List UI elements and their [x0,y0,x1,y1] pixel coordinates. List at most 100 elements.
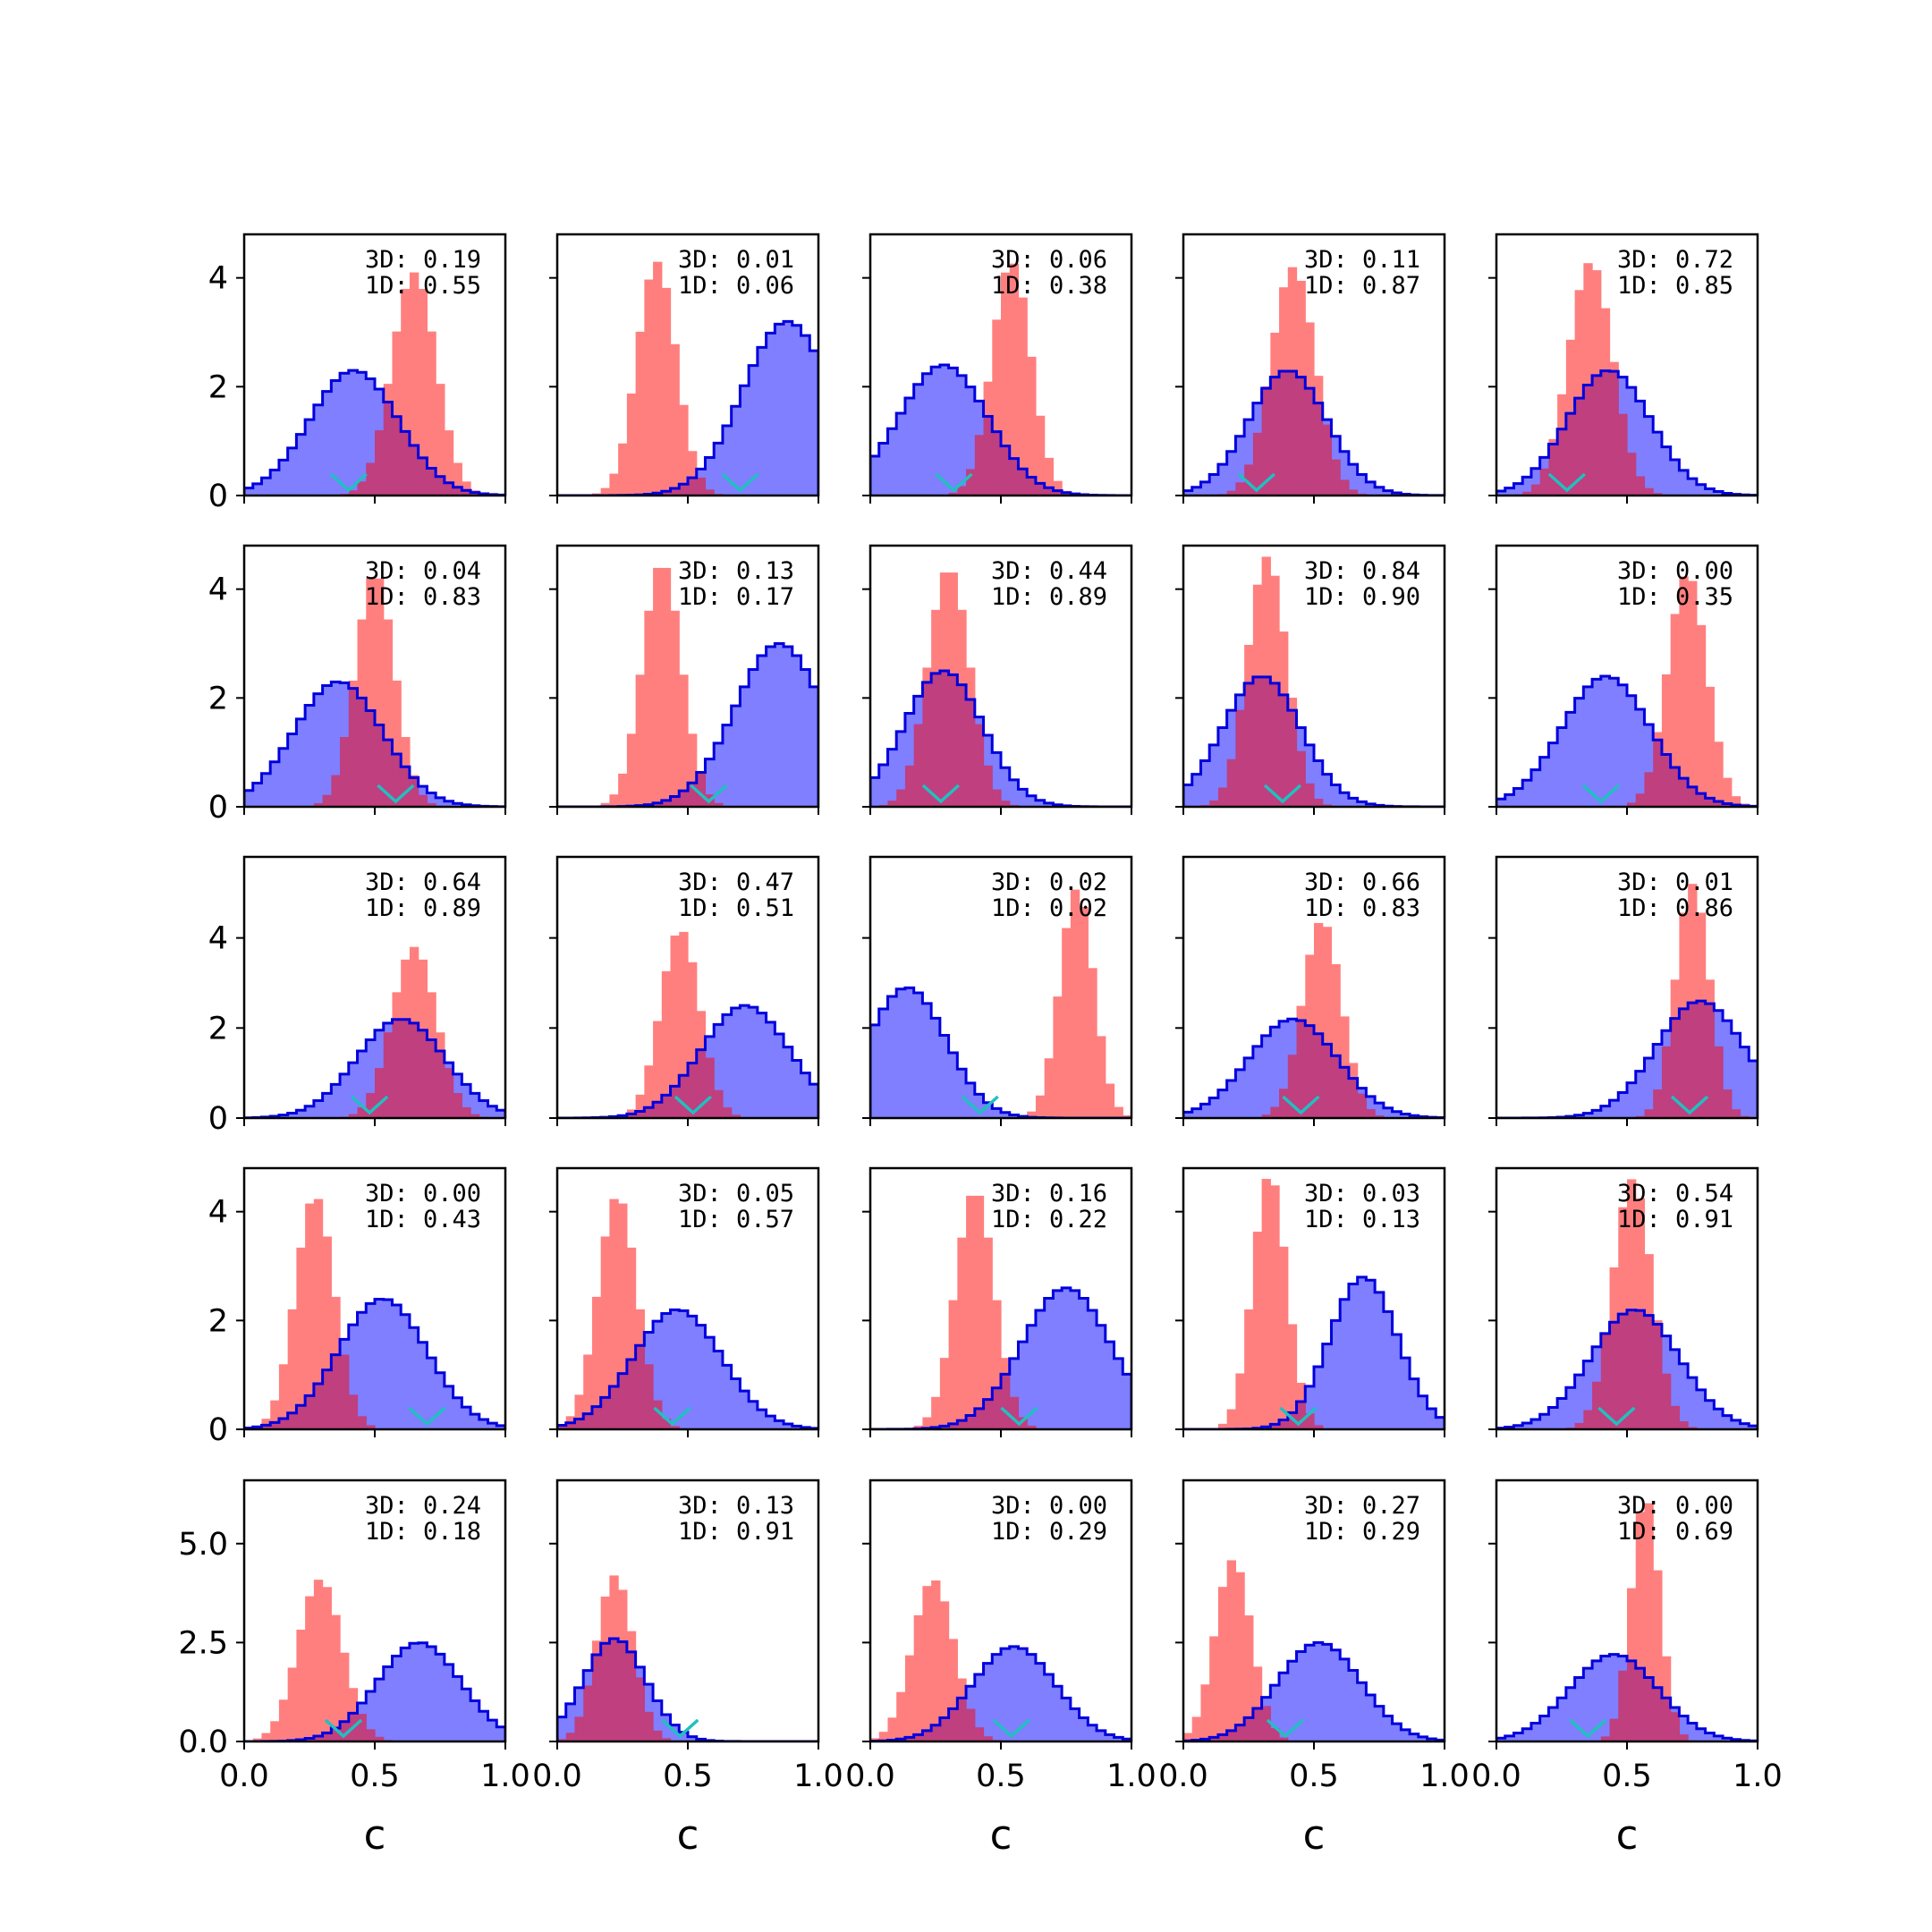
blue-bar [749,365,758,496]
blue-bar [470,1414,480,1429]
annotation-1d: 1D: 0.22 [991,1206,1107,1233]
red-bar [1183,1733,1193,1741]
overlap-bar [392,753,402,807]
annotation-1d: 1D: 0.06 [678,272,794,300]
annotation-3d: 3D: 0.44 [991,557,1107,585]
red-bar [401,736,411,767]
blue-bar [1504,1735,1515,1741]
blue-bar [322,391,332,496]
blue-bar [383,1666,394,1741]
red-bar [392,680,402,754]
overlap-bar [591,1654,602,1741]
annotation-1d: 1D: 0.18 [365,1518,481,1546]
overlap-bar [705,1057,715,1118]
blue-bar [870,777,880,807]
plot-area [870,889,1131,1118]
overlap-bar [313,1736,324,1741]
red-bar [679,674,689,792]
blue-bar [1287,1661,1298,1741]
red-bar [1305,322,1315,389]
blue-bar [1191,1108,1202,1118]
overlap-bar [1279,1419,1289,1429]
red-bar [1574,290,1584,399]
red-bar [1583,263,1593,386]
overlap-bar [904,765,915,807]
red-bar [1097,1036,1106,1118]
annotation-3d: 3D: 0.11 [1304,246,1420,274]
red-bar [418,289,428,458]
blue-bar [931,1018,941,1118]
blue-bar [313,1100,324,1118]
blue-bar [1217,1089,1228,1118]
blue-bar [722,1014,733,1118]
red-bar [635,674,645,806]
overlap-bar [418,794,428,807]
overlap-bar [1270,1106,1280,1118]
blue-bar [784,321,793,496]
red-bar [357,619,367,699]
x-axis-label: c [364,1811,386,1859]
red-bar [688,733,698,784]
annotation-3d: 3D: 0.84 [1304,557,1420,585]
annotation-1d: 1D: 0.91 [678,1518,794,1546]
blue-bar [487,1106,497,1118]
annotation-1d: 1D: 0.86 [1617,894,1733,922]
blue-bar [1504,794,1515,807]
overlap-bar [1314,402,1324,496]
blue-bar [1375,1292,1385,1429]
y-tick-label: 2 [208,1303,228,1339]
blue-bar [1609,1654,1619,1741]
red-bar [653,1021,663,1103]
blue-bar [992,1108,1002,1118]
blue-bar [878,765,889,807]
blue-bar [1340,792,1350,807]
red-bar [1548,438,1558,445]
overlap-bar [983,1736,993,1741]
blue-step-outline [244,1297,505,1429]
red-bar [261,1419,271,1426]
overlap-bar [313,1384,324,1429]
x-tick-label: 1.0 [1419,1758,1470,1794]
blue-bar [470,1093,480,1118]
red-bar [1217,1423,1228,1429]
blue-bar [1183,1112,1193,1118]
overlap-bar [270,1422,280,1429]
blue-bar [809,686,818,807]
blue-bar [1530,769,1541,807]
overlap-bar [1314,1033,1324,1118]
blue-bar [1062,1698,1072,1741]
blue-bar [1226,710,1236,807]
blue-bar [1018,1342,1028,1429]
overlap-bar [357,1106,367,1118]
red-bar [1627,1179,1637,1310]
blue-bar [1097,1325,1106,1429]
overlap-bar [383,402,394,496]
red-bar [1600,308,1611,371]
overlap-bar [1314,1425,1324,1429]
red-bar [331,1296,341,1355]
blue-bar [1088,1309,1097,1429]
blue-bar [679,1310,689,1429]
blue-bar [1513,788,1523,807]
red-bar [1053,996,1063,1118]
plot-area [557,1199,818,1429]
red-bar [252,1738,263,1741]
red-bar [1314,376,1324,403]
overlap-bar [1627,1309,1637,1429]
y-tick-label: 4 [208,921,228,957]
overlap-bar [974,435,985,496]
blue-bar [1583,686,1593,807]
y-tick-label: 4 [208,261,228,297]
blue-bar [714,1351,724,1429]
red-bar [1661,1656,1672,1699]
blue-bar [366,1690,376,1741]
overlap-bar [1705,798,1715,807]
blue-step-outline [1496,1653,1758,1741]
blue-bar [1348,798,1359,807]
blue-bar [1366,481,1376,496]
blue-step-outline [1183,1017,1445,1118]
overlap-bar [1644,1677,1654,1741]
overlap-bar [1618,1314,1628,1429]
red-bar [1252,1666,1263,1708]
